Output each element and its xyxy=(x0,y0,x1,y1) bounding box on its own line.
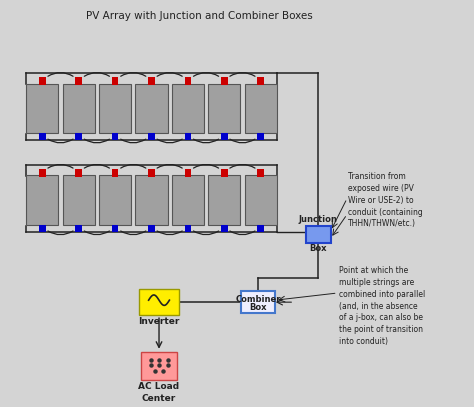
Bar xyxy=(139,289,179,315)
Bar xyxy=(184,169,191,177)
Text: Box: Box xyxy=(249,303,267,312)
Bar xyxy=(245,83,277,133)
Bar xyxy=(39,77,46,85)
Bar xyxy=(75,77,82,85)
Bar xyxy=(75,225,82,232)
Bar xyxy=(257,169,264,177)
Bar xyxy=(221,133,228,140)
Bar xyxy=(257,133,264,140)
Text: Junction: Junction xyxy=(299,215,338,224)
Bar xyxy=(184,77,191,85)
Bar xyxy=(99,175,131,225)
Bar xyxy=(221,225,228,232)
Bar xyxy=(221,77,228,85)
Bar xyxy=(172,175,204,225)
Bar xyxy=(172,83,204,133)
Text: Inverter: Inverter xyxy=(138,317,180,326)
Bar xyxy=(148,225,155,232)
Bar xyxy=(241,291,275,313)
Bar xyxy=(112,225,118,232)
Text: Combiner: Combiner xyxy=(236,295,281,304)
Bar xyxy=(99,83,131,133)
Bar xyxy=(221,169,228,177)
Bar xyxy=(112,77,118,85)
Bar xyxy=(39,225,46,232)
Text: Box: Box xyxy=(310,244,327,253)
Bar xyxy=(112,133,118,140)
Bar xyxy=(75,133,82,140)
Bar xyxy=(112,169,118,177)
Bar xyxy=(39,169,46,177)
Bar xyxy=(26,83,58,133)
Bar xyxy=(184,133,191,140)
Text: PV Array with Junction and Combiner Boxes: PV Array with Junction and Combiner Boxe… xyxy=(86,11,312,21)
Bar xyxy=(208,83,240,133)
Bar xyxy=(208,175,240,225)
Bar xyxy=(26,175,58,225)
Bar xyxy=(148,133,155,140)
Bar xyxy=(184,225,191,232)
Bar xyxy=(75,169,82,177)
Bar xyxy=(257,225,264,232)
Text: Point at which the
multiple strings are
combined into parallel
(and, in the abse: Point at which the multiple strings are … xyxy=(338,266,425,346)
Text: AC Load
Center: AC Load Center xyxy=(138,383,180,403)
Bar xyxy=(63,175,95,225)
Bar xyxy=(148,77,155,85)
Bar xyxy=(245,175,277,225)
Bar xyxy=(39,133,46,140)
Bar xyxy=(148,169,155,177)
Bar xyxy=(257,77,264,85)
Bar xyxy=(306,226,330,243)
Bar xyxy=(141,352,177,381)
Bar xyxy=(136,175,167,225)
Bar xyxy=(63,83,95,133)
Bar xyxy=(136,83,167,133)
Text: Transition from
exposed wire (PV
Wire or USE-2) to
conduit (containing
THHN/THWN: Transition from exposed wire (PV Wire or… xyxy=(348,172,423,228)
